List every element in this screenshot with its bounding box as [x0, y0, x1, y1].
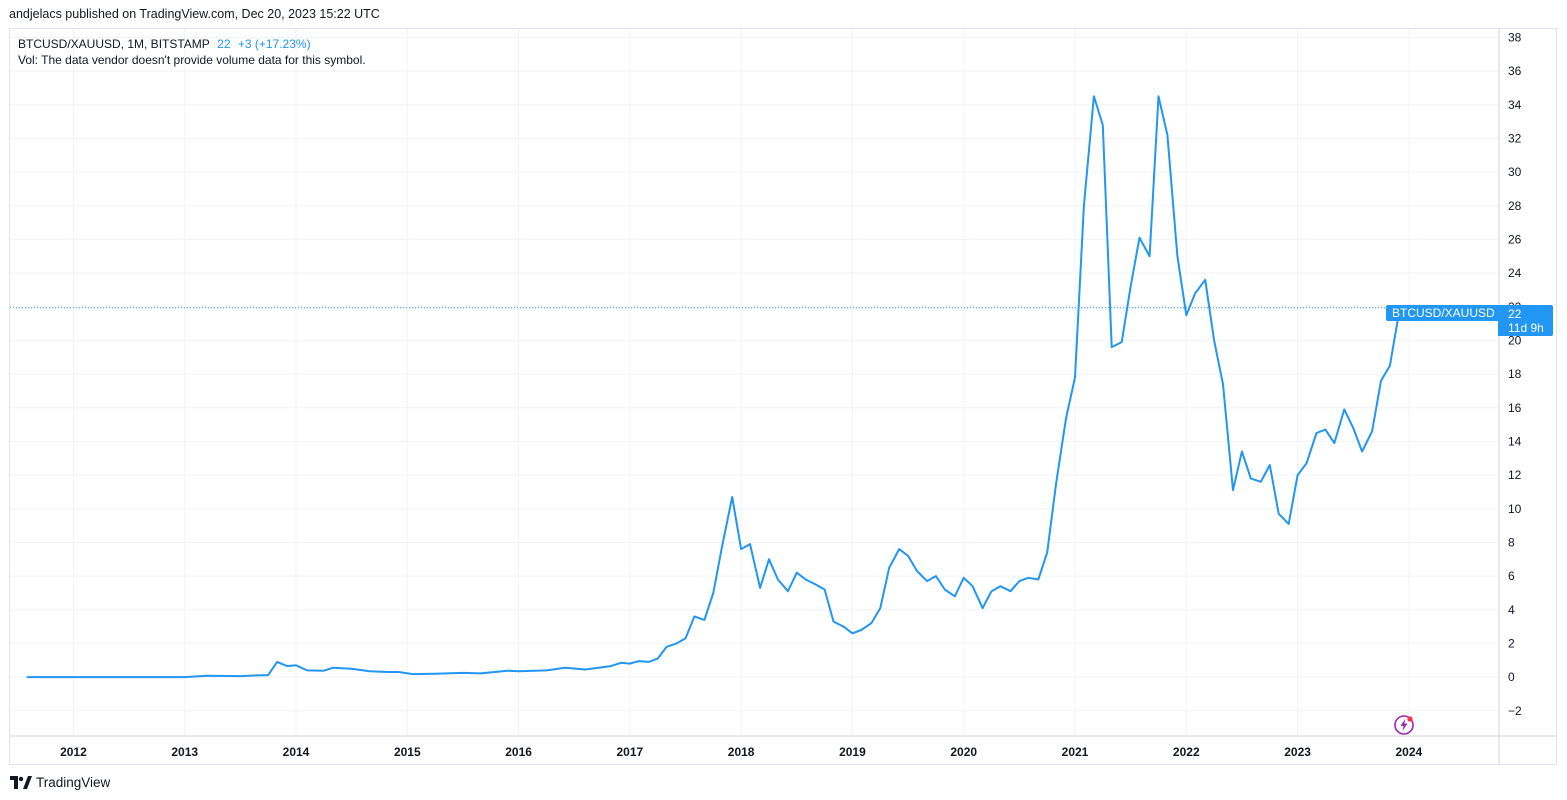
- y-tick-label: −2: [1508, 704, 1522, 718]
- symbol-price-tag: BTCUSD/XAUUSD: [1386, 305, 1501, 321]
- x-tick-label: 2014: [283, 745, 310, 759]
- y-tick-label: 18: [1508, 367, 1522, 381]
- y-tick-label: 8: [1508, 535, 1515, 549]
- y-tick-label: 0: [1508, 670, 1515, 684]
- y-tick-label: 10: [1508, 502, 1522, 516]
- x-tick-label: 2020: [950, 745, 977, 759]
- legend-change: +3 (+17.23%): [237, 37, 311, 51]
- series-line: [26, 95, 1401, 679]
- x-tick-label: 2019: [839, 745, 866, 759]
- volume-note: Vol: The data vendor doesn't provide vol…: [18, 53, 366, 67]
- x-tick-label: 2023: [1284, 745, 1311, 759]
- published-header: andjelacs published on TradingView.com, …: [9, 7, 380, 21]
- last-price-label: 22 11d 9h: [1498, 305, 1553, 336]
- y-tick-label: 2: [1508, 636, 1515, 650]
- x-tick-label: 2022: [1173, 745, 1200, 759]
- x-tick-label: 2021: [1062, 745, 1089, 759]
- chart-frame: [9, 28, 1557, 765]
- y-tick-label: 34: [1508, 98, 1522, 112]
- lightning-icon[interactable]: [1393, 714, 1415, 736]
- bar-countdown: 11d 9h: [1508, 321, 1544, 335]
- y-tick-label: 28: [1508, 199, 1522, 213]
- y-tick-label: 24: [1508, 266, 1522, 280]
- y-tick-label: 32: [1508, 131, 1522, 145]
- x-tick-label: 2024: [1396, 745, 1423, 759]
- x-tick-label: 2015: [394, 745, 421, 759]
- y-tick-label: 4: [1508, 603, 1515, 617]
- last-price-value: 22: [1508, 307, 1522, 321]
- tradingview-logo-icon: [10, 776, 32, 789]
- x-tick-label: 2013: [171, 745, 198, 759]
- y-tick-label: 16: [1508, 401, 1522, 415]
- chart-legend: BTCUSD/XAUUSD, 1M, BITSTAMP 22 +3 (+17.2…: [18, 36, 366, 68]
- footer-brand: TradingView: [36, 775, 111, 790]
- y-tick-label: 12: [1508, 468, 1522, 482]
- x-tick-label: 2017: [617, 745, 644, 759]
- x-tick-label: 2016: [505, 745, 532, 759]
- y-tick-label: 6: [1508, 569, 1515, 583]
- y-tick-label: 38: [1508, 30, 1522, 44]
- x-tick-label: 2012: [60, 745, 87, 759]
- y-tick-label: 26: [1508, 232, 1522, 246]
- y-tick-label: 14: [1508, 434, 1522, 448]
- y-tick-label: 36: [1508, 64, 1522, 78]
- y-tick-label: 30: [1508, 165, 1522, 179]
- legend-last-value: 22: [217, 37, 231, 51]
- x-tick-label: 2018: [728, 745, 755, 759]
- legend-symbol[interactable]: BTCUSD/XAUUSD, 1M, BITSTAMP: [18, 37, 210, 51]
- tradingview-logo[interactable]: TradingView: [10, 775, 110, 790]
- y-tick-label: 20: [1508, 333, 1522, 347]
